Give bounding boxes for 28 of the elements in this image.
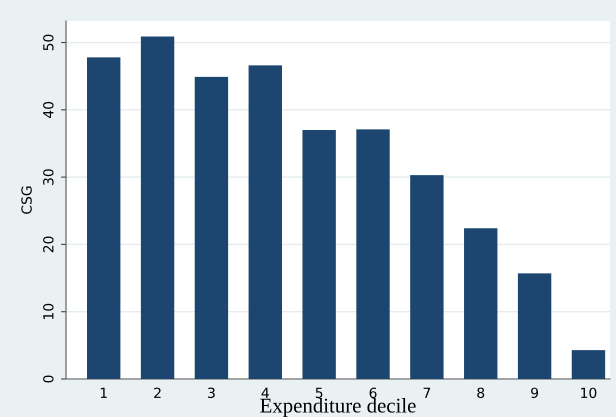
x-tick-label: 9 (531, 388, 538, 398)
bar (194, 76, 228, 379)
bar (356, 129, 390, 379)
bar (464, 228, 498, 379)
y-axis-title: CSG (21, 186, 32, 214)
bar (87, 57, 120, 379)
x-tick-label: 5 (316, 388, 322, 398)
y-tick-label: 0 (43, 376, 54, 383)
y-tick-label: 10 (43, 304, 54, 320)
x-tick-label: 7 (424, 388, 430, 398)
x-tick-label: 10 (581, 388, 596, 398)
x-tick-label: 8 (477, 388, 484, 398)
x-tick-label: 4 (262, 388, 269, 398)
y-tick-label: 40 (43, 102, 54, 118)
x-axis-title: Expenditure decile (260, 398, 416, 417)
y-tick-label: 50 (43, 34, 54, 50)
y-tick-label: 30 (43, 169, 54, 185)
bar (410, 175, 444, 379)
x-tick-label: 2 (154, 388, 161, 398)
x-tick-label: 3 (208, 388, 215, 398)
x-tick-label: 6 (370, 388, 377, 398)
x-tick-label: 1 (100, 388, 107, 398)
y-tick-label: 20 (43, 236, 54, 252)
bar (140, 36, 174, 379)
bar (302, 130, 336, 379)
bar (572, 350, 606, 379)
bar (248, 65, 282, 379)
bar (518, 273, 552, 379)
